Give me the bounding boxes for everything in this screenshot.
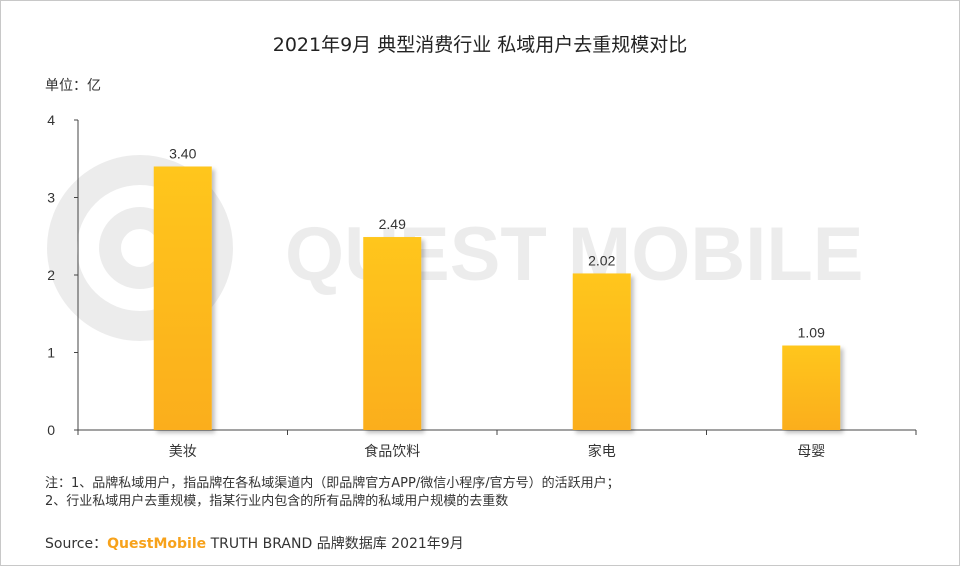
bar (572, 273, 631, 430)
y-tick-label: 4 (47, 112, 55, 128)
y-tick-label: 1 (47, 345, 55, 361)
footnote-1: 注：1、品牌私域用户，指品牌在各私域渠道内（即品牌官方APP/微信小程序/官方号… (45, 476, 620, 491)
y-tick-label: 0 (47, 422, 55, 438)
bar (363, 237, 422, 430)
y-tick-label: 3 (47, 190, 55, 206)
unit-label: 单位：亿 (45, 78, 101, 94)
y-tick-label: 2 (47, 267, 55, 283)
footnotes: 注：1、品牌私域用户，指品牌在各私域渠道内（即品牌官方APP/微信小程序/官方号… (45, 475, 620, 511)
value-label: 3.40 (169, 146, 196, 162)
source-brand: QuestMobile (107, 536, 207, 552)
value-label: 1.09 (798, 325, 825, 341)
source-suffix: TRUTH BRAND 品牌数据库 2021年9月 (206, 536, 464, 552)
category-label: 母婴 (797, 444, 825, 460)
value-label: 2.02 (588, 252, 615, 268)
value-label: 2.49 (379, 216, 406, 232)
source-line: Source：QuestMobile TRUTH BRAND 品牌数据库 202… (45, 533, 464, 553)
bar (153, 166, 212, 430)
chart-title: 2021年9月 典型消费行业 私域用户去重规模对比 (272, 34, 688, 56)
category-label: 美妆 (169, 444, 197, 460)
bar (782, 345, 841, 430)
category-label: 食品饮料 (364, 443, 420, 460)
labels: 3.40 美妆 2.49 食品饮料 2.02 家电 1.09 母婴 (169, 146, 826, 461)
bars (153, 166, 841, 430)
category-label: 家电 (588, 443, 616, 460)
footnote-2: 2、行业私域用户去重规模，指某行业内包含的所有品牌的私域用户规模的去重数 (45, 494, 509, 509)
axes: 0 1 2 3 4 (47, 112, 917, 438)
source-prefix: Source： (45, 536, 108, 552)
